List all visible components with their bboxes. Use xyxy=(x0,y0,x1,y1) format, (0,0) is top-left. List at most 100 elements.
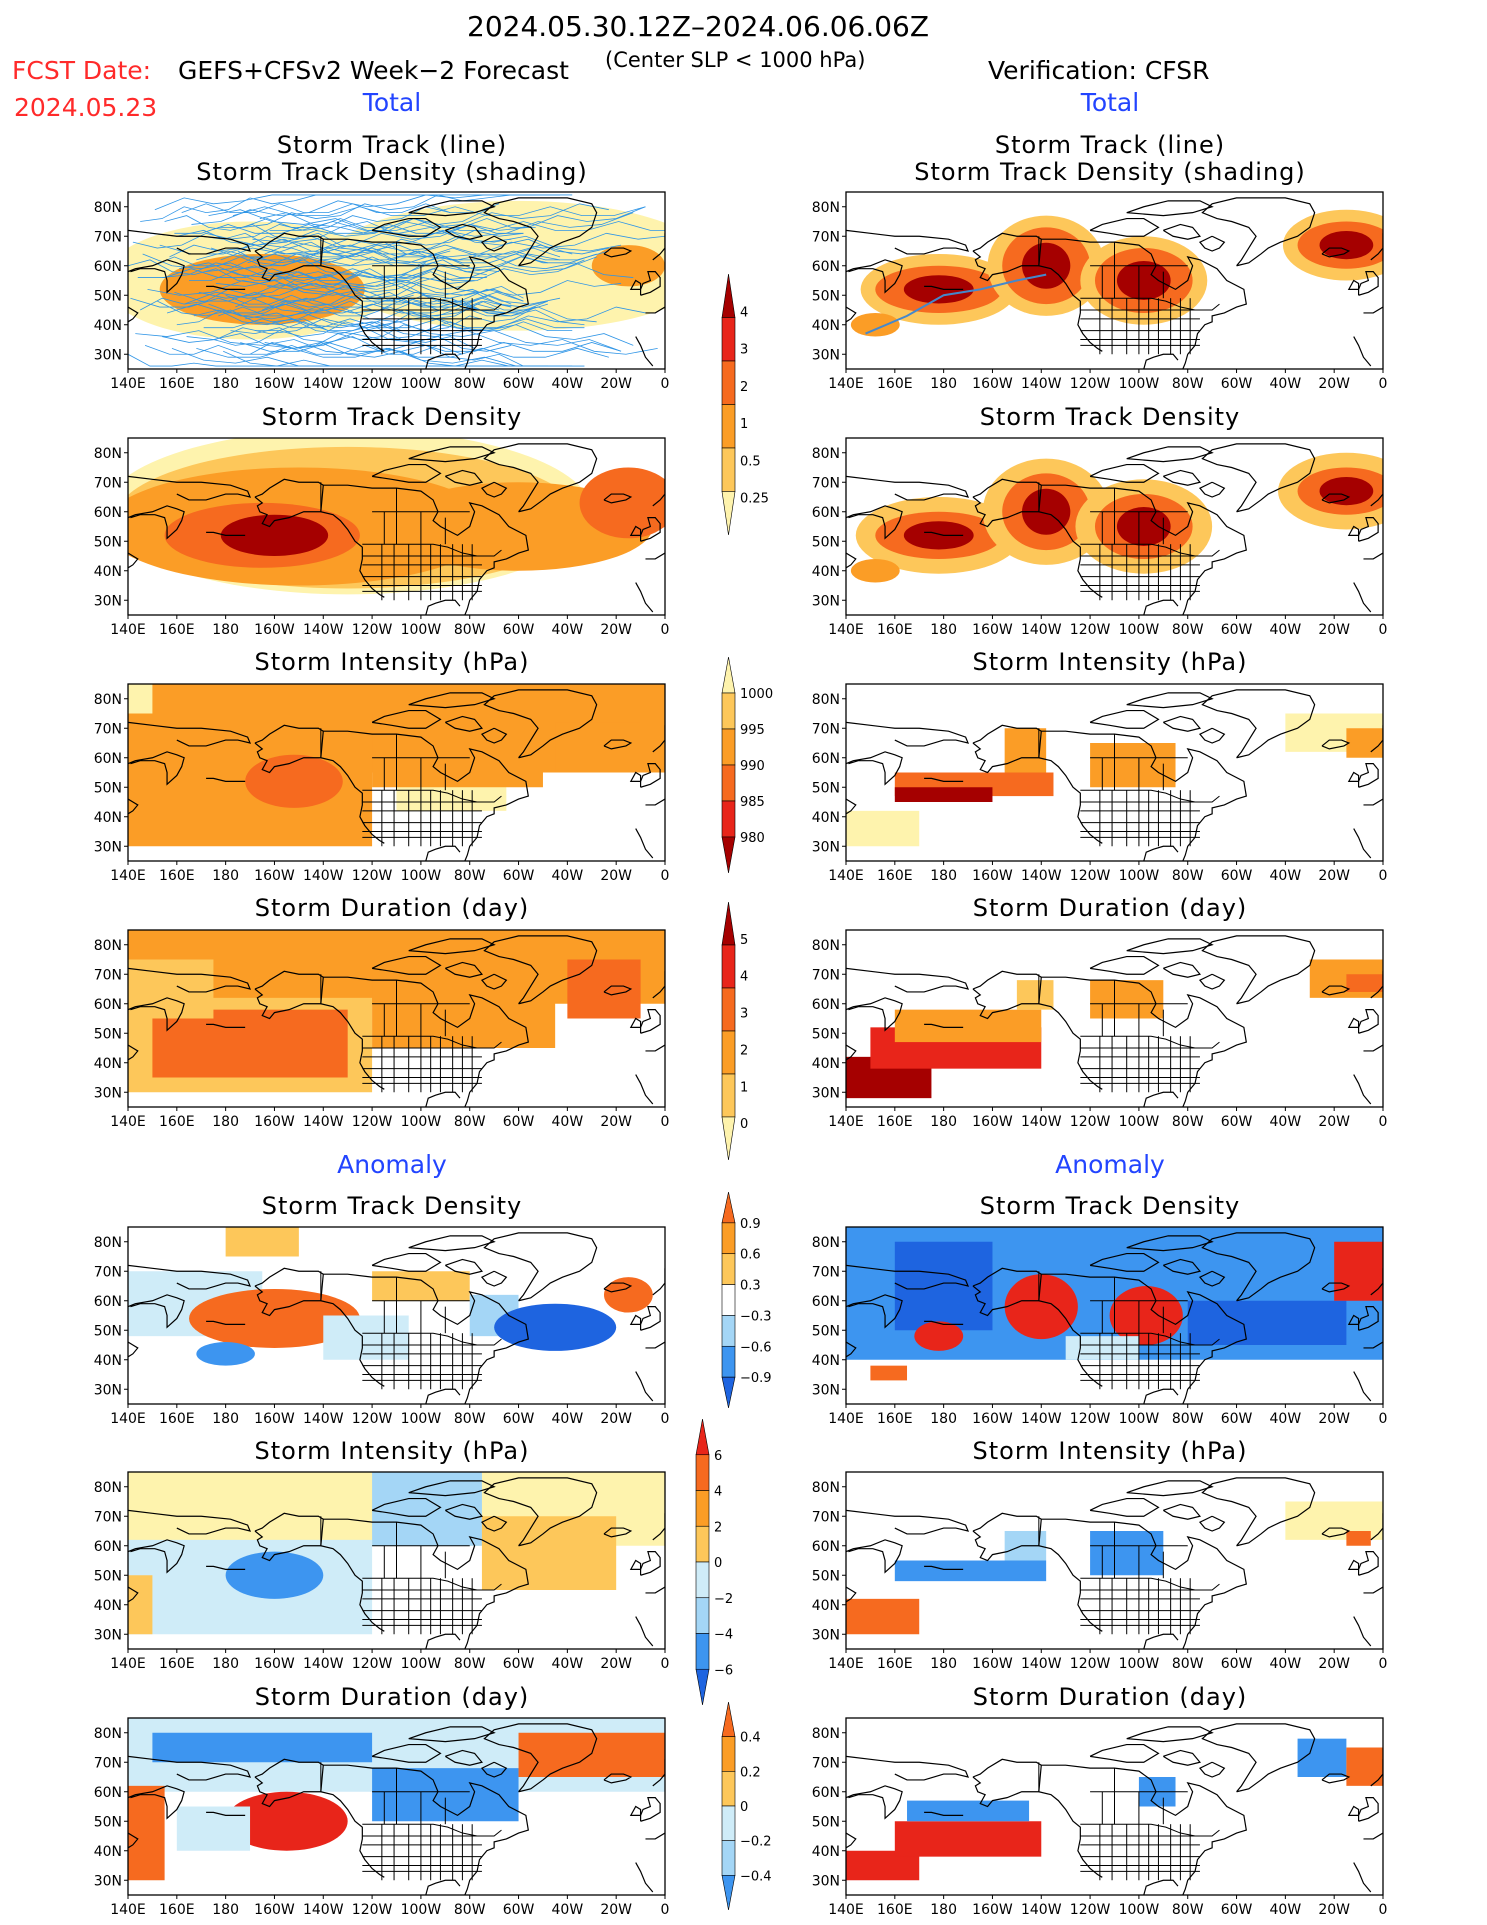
svg-text:160W: 160W xyxy=(972,622,1013,638)
svg-text:180: 180 xyxy=(212,376,239,392)
title-intensity-left: Storm Intensity (hPa) xyxy=(254,648,530,676)
colorbar-duration-anom: 0.4 0.2 0 −0.2 −0.4 xyxy=(721,1701,772,1911)
title-density-left: Storm Track Density xyxy=(261,403,523,431)
svg-text:180: 180 xyxy=(930,1902,957,1918)
svg-text:0: 0 xyxy=(1379,868,1388,884)
svg-text:40W: 40W xyxy=(552,1656,584,1672)
svg-text:100W: 100W xyxy=(1119,1411,1160,1427)
map-duration-anom-forecast: 140E 160E 180 160W 140W 120W 100W 80W 60W 40W 20W 0… xyxy=(94,1717,669,1918)
colorbar-label: 0.6 xyxy=(740,1248,761,1263)
svg-text:40W: 40W xyxy=(1270,1114,1302,1130)
svg-text:160E: 160E xyxy=(877,1114,913,1130)
svg-text:40W: 40W xyxy=(1270,868,1302,884)
svg-text:70N: 70N xyxy=(94,229,122,245)
svg-text:140E: 140E xyxy=(828,1114,864,1130)
svg-text:60N: 60N xyxy=(812,259,840,275)
title-track-line-right: Storm Track (line) xyxy=(994,131,1226,159)
svg-text:0: 0 xyxy=(661,1411,670,1427)
svg-text:80N: 80N xyxy=(812,692,840,708)
svg-text:180: 180 xyxy=(212,1114,239,1130)
svg-text:140E: 140E xyxy=(828,1411,864,1427)
svg-text:140E: 140E xyxy=(828,1902,864,1918)
svg-text:80N: 80N xyxy=(812,1726,840,1742)
title-intensity-right: Storm Intensity (hPa) xyxy=(972,648,1248,676)
svg-text:160W: 160W xyxy=(254,1902,295,1918)
svg-text:120W: 120W xyxy=(1070,1411,1111,1427)
svg-text:50N: 50N xyxy=(94,780,122,796)
svg-text:140E: 140E xyxy=(110,376,146,392)
svg-text:50N: 50N xyxy=(94,1814,122,1830)
svg-text:70N: 70N xyxy=(812,1264,840,1280)
colorbar-label: 5 xyxy=(740,933,748,948)
svg-text:20W: 20W xyxy=(600,1114,632,1130)
colorbar-label: −0.4 xyxy=(740,1869,772,1884)
svg-text:60N: 60N xyxy=(94,751,122,767)
svg-text:140W: 140W xyxy=(1021,1656,1062,1672)
svg-text:80W: 80W xyxy=(454,868,486,884)
fcst-date-value: 2024.05.23 xyxy=(14,93,158,122)
svg-text:100W: 100W xyxy=(401,1411,442,1427)
svg-text:60W: 60W xyxy=(1221,1114,1253,1130)
svg-text:40N: 40N xyxy=(94,1353,122,1369)
svg-text:160E: 160E xyxy=(159,1902,195,1918)
title-duration-right: Storm Duration (day) xyxy=(972,894,1248,922)
svg-text:0: 0 xyxy=(1379,1411,1388,1427)
verification-label: Verification: CFSR xyxy=(988,56,1210,85)
svg-text:120W: 120W xyxy=(352,1656,393,1672)
title-density-anom-right: Storm Track Density xyxy=(979,1192,1241,1220)
svg-text:0: 0 xyxy=(1379,1114,1388,1130)
svg-text:20W: 20W xyxy=(1318,1114,1350,1130)
colorbar-density-anom: 0.9 0.6 0.3 −0.3 −0.6 −0.9 xyxy=(721,1191,772,1409)
svg-text:80N: 80N xyxy=(812,446,840,462)
svg-text:30N: 30N xyxy=(94,1873,122,1889)
forecast-period: 2024.05.30.12Z–2024.06.06.06Z xyxy=(467,10,930,43)
svg-text:50N: 50N xyxy=(812,288,840,304)
svg-text:160E: 160E xyxy=(159,868,195,884)
svg-text:140W: 140W xyxy=(303,1902,344,1918)
svg-text:120W: 120W xyxy=(352,868,393,884)
svg-text:180: 180 xyxy=(930,622,957,638)
svg-text:180: 180 xyxy=(930,1411,957,1427)
colorbar-label: −0.2 xyxy=(740,1835,772,1850)
section-anomaly-right: Anomaly xyxy=(1055,1150,1165,1179)
title-intensity-anom-right: Storm Intensity (hPa) xyxy=(972,1437,1248,1465)
svg-text:70N: 70N xyxy=(812,229,840,245)
svg-text:160W: 160W xyxy=(254,1114,295,1130)
svg-text:0: 0 xyxy=(1379,622,1388,638)
svg-text:80W: 80W xyxy=(1172,622,1204,638)
svg-text:80W: 80W xyxy=(1172,1656,1204,1672)
section-total-left: Total xyxy=(362,88,422,117)
svg-text:60N: 60N xyxy=(94,1294,122,1310)
colorbar-label: 0.3 xyxy=(740,1279,761,1294)
svg-text:140W: 140W xyxy=(303,1114,344,1130)
svg-text:160E: 160E xyxy=(159,376,195,392)
svg-text:180: 180 xyxy=(930,868,957,884)
svg-text:140W: 140W xyxy=(1021,1411,1062,1427)
svg-text:80N: 80N xyxy=(94,200,122,216)
svg-text:20W: 20W xyxy=(1318,622,1350,638)
svg-text:40W: 40W xyxy=(1270,622,1302,638)
svg-text:60W: 60W xyxy=(503,1656,535,1672)
svg-text:100W: 100W xyxy=(401,376,442,392)
svg-text:160W: 160W xyxy=(254,376,295,392)
colorbar-label: 4 xyxy=(740,970,748,985)
title-density-right: Storm Track Density xyxy=(979,403,1241,431)
colorbar-label: −6 xyxy=(714,1663,733,1678)
svg-text:160W: 160W xyxy=(972,868,1013,884)
svg-text:40W: 40W xyxy=(552,376,584,392)
svg-text:50N: 50N xyxy=(812,1568,840,1584)
colorbar-intensity-total: 1000 995 990 985 980 xyxy=(721,656,773,874)
colorbar-label: 2 xyxy=(714,1520,722,1535)
svg-text:70N: 70N xyxy=(94,1755,122,1771)
colorbar-label: −4 xyxy=(714,1628,733,1643)
svg-text:30N: 30N xyxy=(94,839,122,855)
svg-text:70N: 70N xyxy=(94,721,122,737)
svg-text:140E: 140E xyxy=(828,868,864,884)
svg-text:40N: 40N xyxy=(94,564,122,580)
section-anomaly-left: Anomaly xyxy=(337,1150,447,1179)
colorbar-label: 0 xyxy=(740,1800,748,1815)
svg-text:140E: 140E xyxy=(828,1656,864,1672)
svg-text:160W: 160W xyxy=(972,1656,1013,1672)
svg-text:50N: 50N xyxy=(94,1568,122,1584)
svg-text:30N: 30N xyxy=(812,1627,840,1643)
